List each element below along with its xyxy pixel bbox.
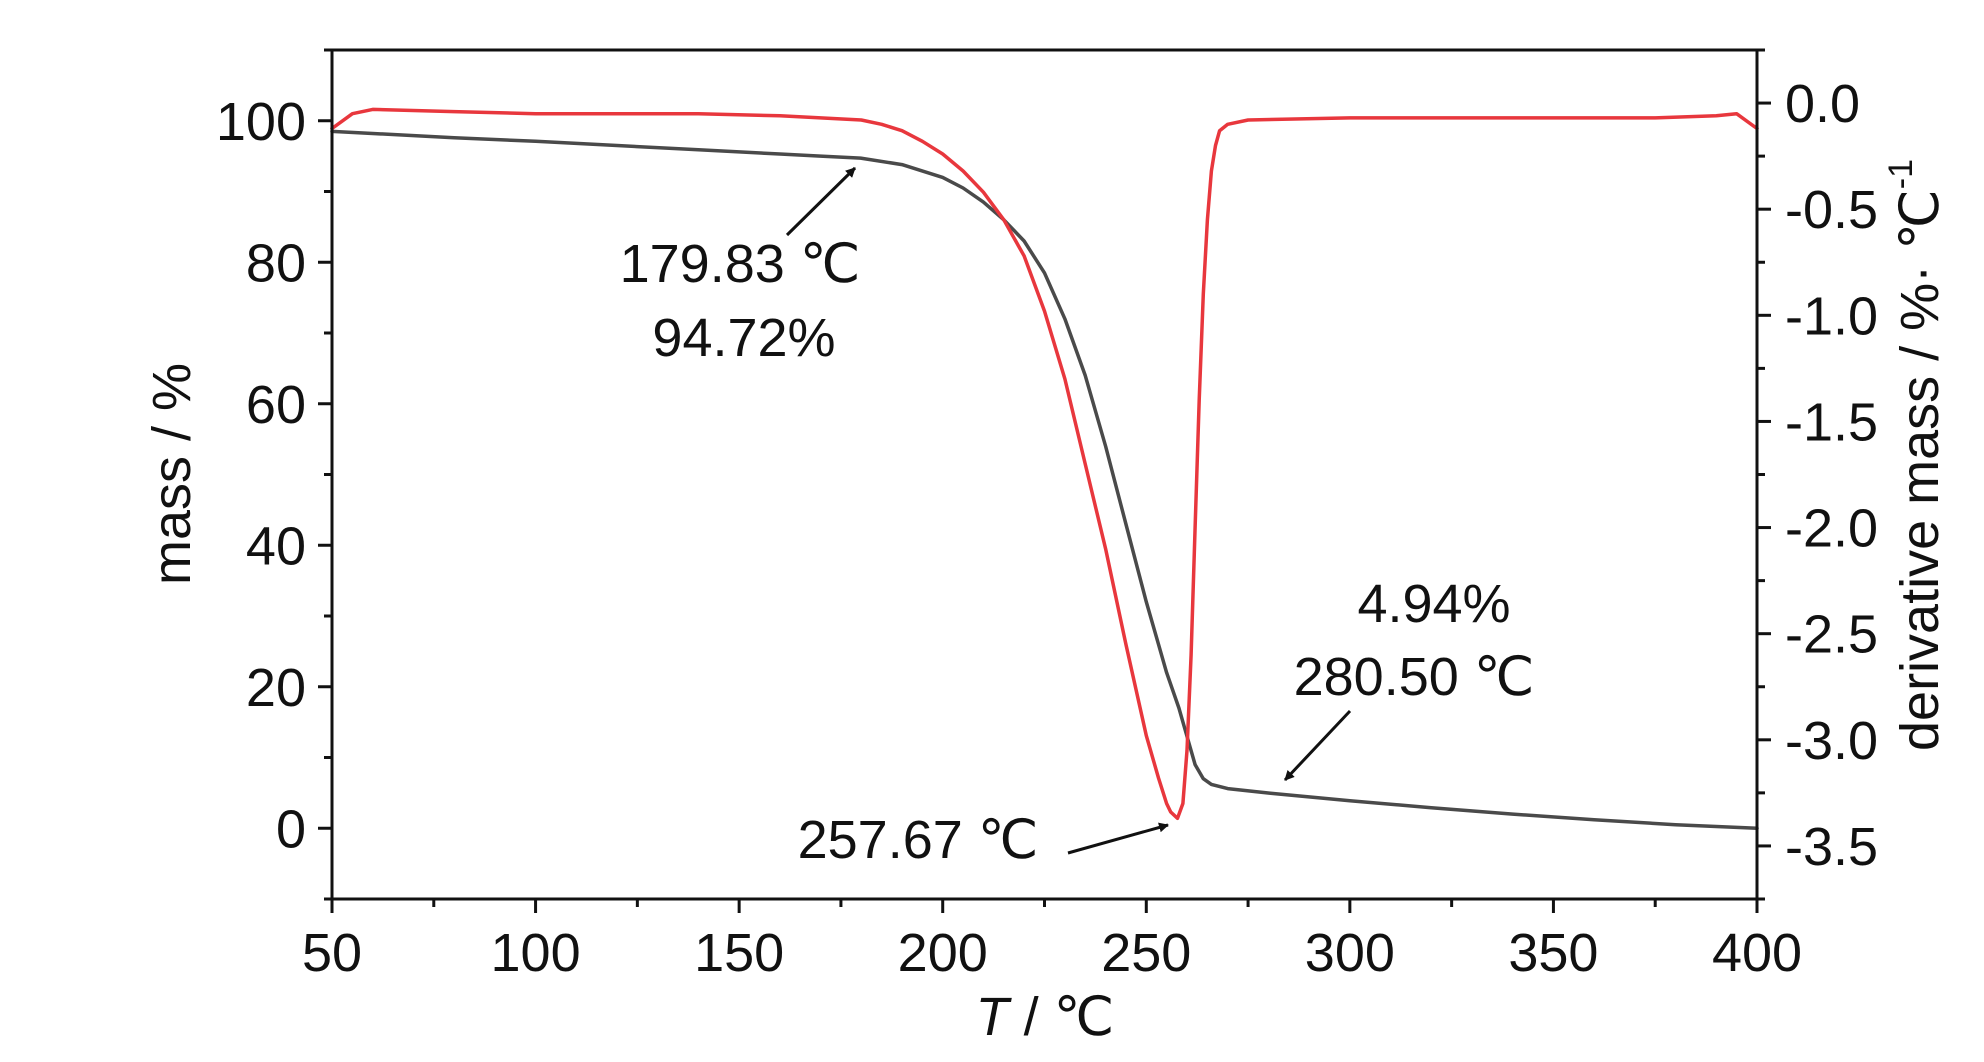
annotation-peak-arrow	[1067, 822, 1169, 855]
x-tick-label: 350	[1508, 923, 1598, 983]
annotation-residue-arrow	[1283, 709, 1352, 782]
annotation-onset-arrow	[785, 166, 857, 237]
annotation-peak-temp: 257.67 ℃	[798, 810, 1039, 870]
x-tick-label: 200	[898, 923, 988, 983]
series-layer	[330, 107, 1759, 831]
x-tick-label: 250	[1101, 923, 1191, 983]
tga-mass-line	[330, 129, 1759, 831]
y-right-tick-label: -0.5	[1785, 180, 1878, 240]
y-right-axis-ticks: 0.0 -0.5 -1.0 -1.5 -2.0 -2.5 -3.0 -3.5	[1757, 48, 1878, 901]
plot-frame	[330, 48, 1759, 901]
y-left-tick-label: 80	[246, 233, 306, 293]
y-left-tick-label: 100	[216, 92, 306, 152]
y-right-tick-label: -1.0	[1785, 286, 1878, 346]
y-right-axis-title-main: derivative mass / %· ℃	[1890, 189, 1950, 751]
y-left-axis-ticks: 0 20 40 60 80 100	[216, 48, 332, 901]
annotation-peak: 257.67 ℃	[798, 810, 1169, 870]
x-axis-title: T / ℃	[976, 987, 1115, 1047]
annotation-residue-temp: 280.50 ℃	[1294, 647, 1535, 707]
y-left-axis-title: mass / %	[142, 363, 202, 585]
y-left-tick-label: 20	[246, 658, 306, 718]
y-right-tick-label: -2.0	[1785, 499, 1878, 559]
y-left-tick-label: 40	[246, 516, 306, 576]
y-right-tick-label: -3.5	[1785, 817, 1878, 877]
y-right-axis-title-superscript: -1	[1882, 159, 1920, 189]
annotation-onset-temp: 179.83 ℃	[620, 234, 861, 294]
y-right-tick-label: -2.5	[1785, 605, 1878, 665]
y-right-tick-label: -1.5	[1785, 392, 1878, 452]
annotation-onset: 179.83 ℃ 94.72%	[620, 166, 861, 368]
y-left-tick-label: 60	[246, 375, 306, 435]
y-right-tick-label: -3.0	[1785, 711, 1878, 771]
x-tick-label: 400	[1712, 923, 1802, 983]
x-tick-label: 300	[1305, 923, 1395, 983]
x-axis-title-unit: / ℃	[1009, 987, 1115, 1047]
y-left-tick-label: 0	[276, 799, 306, 859]
x-tick-label: 50	[302, 923, 362, 983]
x-tick-label: 150	[694, 923, 784, 983]
x-axis-ticks: 50 100 150 200 250 300 350 400	[302, 899, 1802, 983]
annotation-onset-mass: 94.72%	[652, 308, 835, 368]
x-tick-label: 100	[491, 923, 581, 983]
dtg-derivative-line	[330, 107, 1759, 821]
x-axis-title-symbol: T	[976, 987, 1013, 1047]
annotation-residue: 4.94% 280.50 ℃	[1283, 574, 1535, 782]
y-right-axis-title: derivative mass / %· ℃-1	[1882, 159, 1950, 751]
y-right-tick-label: 0.0	[1785, 74, 1860, 134]
annotation-residue-mass: 4.94%	[1357, 574, 1510, 634]
